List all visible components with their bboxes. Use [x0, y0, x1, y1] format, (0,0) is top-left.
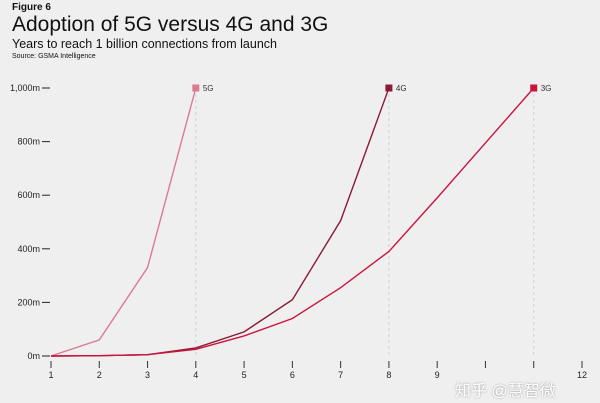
x-tick-label: 2	[97, 370, 102, 380]
y-tick-label: 1,000m	[10, 83, 40, 93]
x-tick-label: 5	[242, 370, 247, 380]
x-tick-label: 6	[290, 370, 295, 380]
series-label-3G: 3G	[541, 84, 552, 93]
series-line-3G	[50, 87, 535, 357]
chart-source: Source: GSMA Intelligence	[12, 53, 96, 60]
x-tick-label: 3	[145, 370, 150, 380]
series-marker-3G	[530, 84, 538, 92]
x-tick-label: 4	[193, 370, 198, 380]
series-label-4G: 4G	[396, 84, 407, 93]
chart-subtitle: Years to reach 1 billion connections fro…	[12, 37, 277, 51]
x-tick-label: 9	[435, 370, 440, 380]
y-tick-label: 600m	[17, 190, 40, 200]
y-tick-label: 200m	[17, 297, 40, 307]
y-tick-label: 0m	[27, 351, 40, 361]
figure-label: Figure 6	[12, 2, 51, 13]
y-tick-label: 400m	[17, 244, 40, 254]
chart-title: Adoption of 5G versus 4G and 3G	[12, 13, 329, 36]
series-line-4G	[50, 87, 390, 357]
series-line-5G	[50, 87, 197, 357]
watermark: 知乎 @慧智微	[455, 383, 556, 400]
y-tick-label: 800m	[17, 137, 40, 147]
series-label-5G: 5G	[203, 84, 214, 93]
x-tick-label: 1	[48, 370, 53, 380]
series-marker-5G	[192, 84, 200, 92]
x-tick-label: 12	[577, 370, 587, 380]
x-tick-label: 7	[338, 370, 343, 380]
x-tick-label: 8	[386, 370, 391, 380]
series-marker-4G	[385, 84, 393, 92]
